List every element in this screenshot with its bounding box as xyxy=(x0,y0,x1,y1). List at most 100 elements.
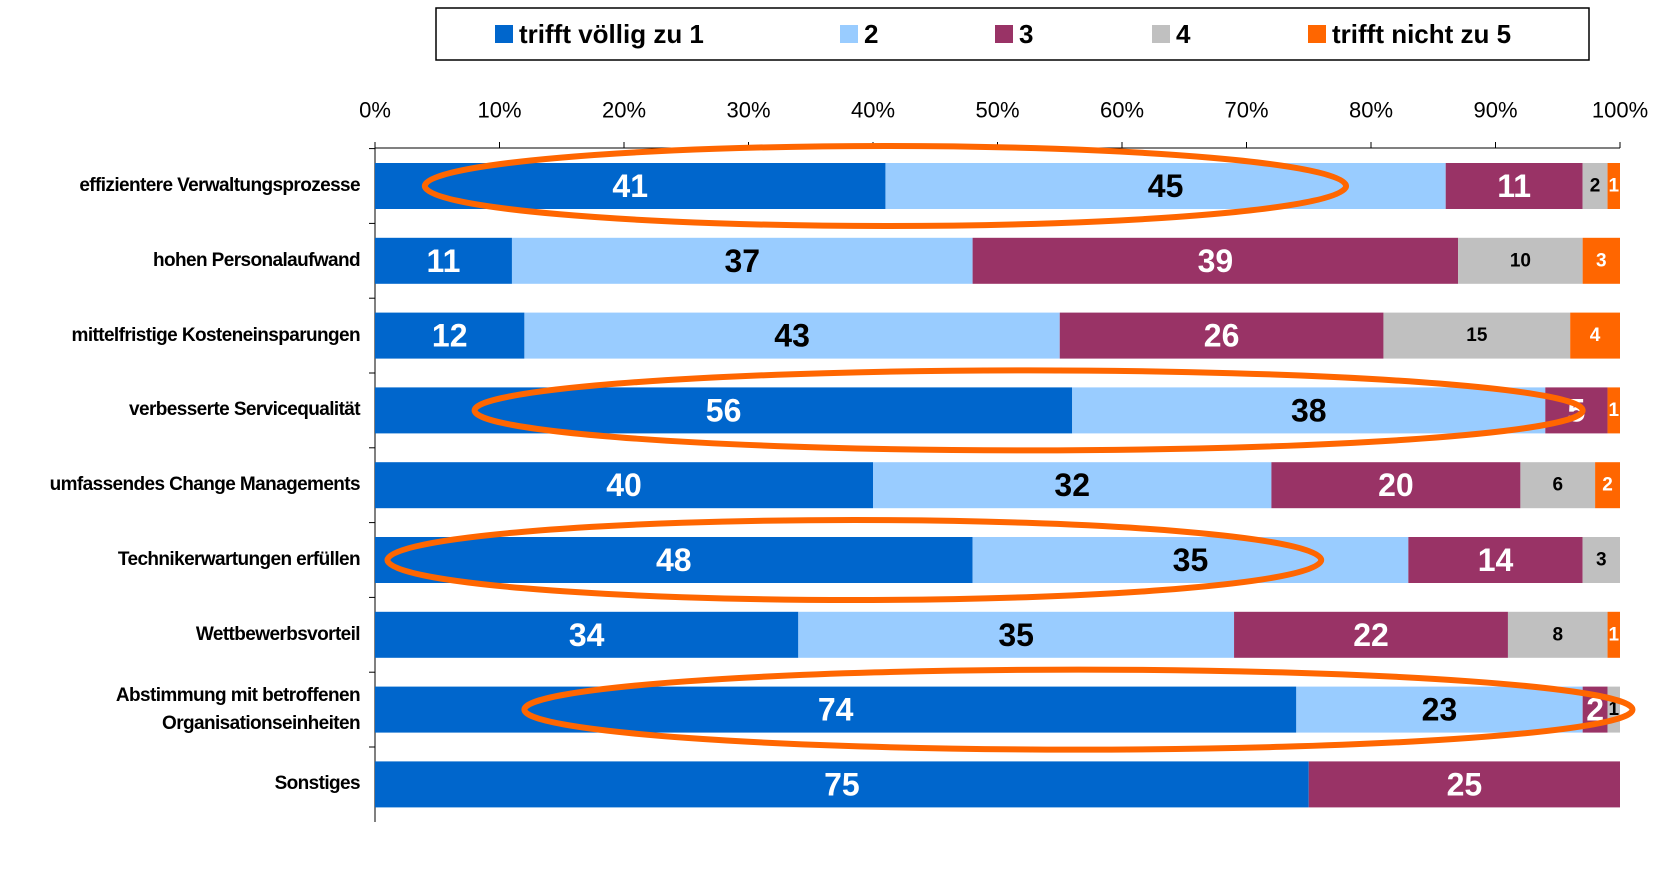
legend-label: trifft nicht zu 5 xyxy=(1332,19,1511,49)
highlight-ellipse xyxy=(471,367,1586,454)
data-label: 11 xyxy=(1497,168,1531,204)
bar-segment xyxy=(1607,387,1620,434)
data-label: 23 xyxy=(1422,692,1458,728)
data-label: 26 xyxy=(1204,318,1240,354)
data-label: 25 xyxy=(1447,766,1483,802)
data-label: 10 xyxy=(1510,250,1531,271)
data-label: 35 xyxy=(998,617,1034,653)
data-label: 12 xyxy=(432,318,468,354)
category-label: verbesserte Servicequalität xyxy=(129,399,361,421)
bar-segment xyxy=(1408,537,1583,583)
x-tick-label: 10% xyxy=(477,98,521,123)
legend-swatch xyxy=(495,25,513,43)
bar-segment xyxy=(885,163,1446,209)
data-label: 39 xyxy=(1198,243,1234,279)
x-tick-label: 80% xyxy=(1349,98,1393,123)
bar-segment xyxy=(1595,462,1620,509)
x-tick-label: 20% xyxy=(602,98,646,123)
bar-segment xyxy=(375,387,1073,434)
data-label: 1 xyxy=(1608,400,1619,421)
data-label: 2 xyxy=(1602,475,1613,496)
data-label: 3 xyxy=(1596,550,1607,571)
bar-segment xyxy=(1607,611,1620,658)
legend-swatch xyxy=(840,25,858,43)
bar-segment xyxy=(873,462,1272,509)
bar-segment xyxy=(1308,761,1620,808)
data-label: 3 xyxy=(1596,250,1607,271)
bar-segment xyxy=(1445,163,1583,209)
x-tick-label: 40% xyxy=(851,98,895,123)
bar-segment xyxy=(1383,312,1571,359)
bar-segment xyxy=(1507,611,1608,658)
data-label: 11 xyxy=(427,243,461,279)
bar-segment xyxy=(1570,312,1620,359)
bar-segment xyxy=(1582,163,1608,209)
category-label: effizientere Verwaltungsprozesse xyxy=(79,175,360,196)
bar-segment xyxy=(375,537,973,583)
x-tick-label: 60% xyxy=(1100,98,1144,123)
x-tick-label: 30% xyxy=(726,98,770,123)
category-label: Abstimmung mit betroffenen Organisations… xyxy=(115,684,361,734)
data-label: 2 xyxy=(1586,692,1604,728)
bar-segment xyxy=(1582,537,1620,583)
bar-segment xyxy=(1582,237,1620,284)
data-label: 1 xyxy=(1608,176,1619,197)
bar-segment xyxy=(375,611,799,658)
bar-segment xyxy=(1520,462,1596,509)
bar-segment xyxy=(1458,237,1583,284)
category-label: umfassendes Change Managements xyxy=(49,474,361,496)
x-tick-label: 90% xyxy=(1473,98,1517,123)
legend-label: 4 xyxy=(1176,19,1191,49)
bar-segment xyxy=(511,237,973,284)
category-label: Wettbewerbsvorteil xyxy=(195,623,361,645)
bar-segment xyxy=(1072,387,1546,434)
data-label: 1 xyxy=(1608,699,1619,720)
bar-segment xyxy=(972,237,1459,284)
legend-label: 2 xyxy=(864,19,878,49)
data-label: 15 xyxy=(1466,325,1488,346)
data-label: 43 xyxy=(774,318,810,354)
data-label: 6 xyxy=(1552,475,1563,496)
bar-segment xyxy=(798,611,1235,658)
category-label: Technikerwartungen erfüllen xyxy=(117,549,361,570)
bar-segment xyxy=(375,462,873,509)
bar-segment xyxy=(375,686,1297,733)
bar-segment xyxy=(375,312,525,359)
bar-segment xyxy=(1296,686,1583,733)
data-label: 8 xyxy=(1552,624,1563,645)
legend-swatch xyxy=(1152,25,1170,43)
legend-label: 3 xyxy=(1019,19,1033,49)
data-label: 14 xyxy=(1478,542,1514,578)
data-label: 37 xyxy=(724,243,760,279)
legend-swatch xyxy=(995,25,1013,43)
x-tick-label: 50% xyxy=(975,98,1019,123)
category-label: mittelfristige Kosteneinsparungen xyxy=(71,324,361,346)
bar-segment xyxy=(972,537,1409,583)
bar-segment xyxy=(1607,163,1620,209)
x-tick-label: 70% xyxy=(1224,98,1268,123)
data-label: 22 xyxy=(1353,617,1389,653)
data-label: 40 xyxy=(606,467,642,503)
x-tick-label: 0% xyxy=(359,98,391,123)
bar-segment xyxy=(1545,387,1608,434)
bar-segment xyxy=(375,237,512,284)
bar-segment xyxy=(1059,312,1384,359)
data-label: 32 xyxy=(1054,467,1090,503)
data-label: 56 xyxy=(706,392,742,428)
highlight-ellipse xyxy=(421,143,1350,229)
data-label: 4 xyxy=(1590,325,1601,346)
data-label: 35 xyxy=(1173,542,1209,578)
category-label: hohen Personalaufwand xyxy=(153,249,361,271)
data-label: 41 xyxy=(612,168,648,204)
data-label: 34 xyxy=(569,617,605,653)
bar-segment xyxy=(1271,462,1521,509)
data-label: 38 xyxy=(1291,392,1327,428)
legend-swatch xyxy=(1308,25,1326,43)
data-label: 1 xyxy=(1608,624,1619,645)
data-label: 45 xyxy=(1148,168,1184,204)
highlight-ellipse xyxy=(521,666,1636,753)
bar-segment xyxy=(524,312,1060,359)
data-label: 75 xyxy=(824,766,860,802)
